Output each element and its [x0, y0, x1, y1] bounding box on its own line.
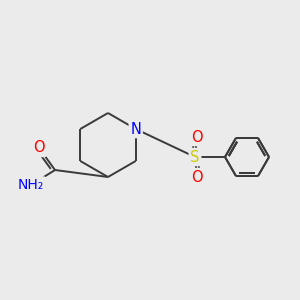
Text: O: O	[191, 130, 203, 145]
Text: O: O	[191, 169, 203, 184]
Text: S: S	[190, 149, 200, 164]
Text: N: N	[130, 122, 141, 136]
Text: NH₂: NH₂	[18, 178, 44, 192]
Text: O: O	[33, 140, 45, 155]
